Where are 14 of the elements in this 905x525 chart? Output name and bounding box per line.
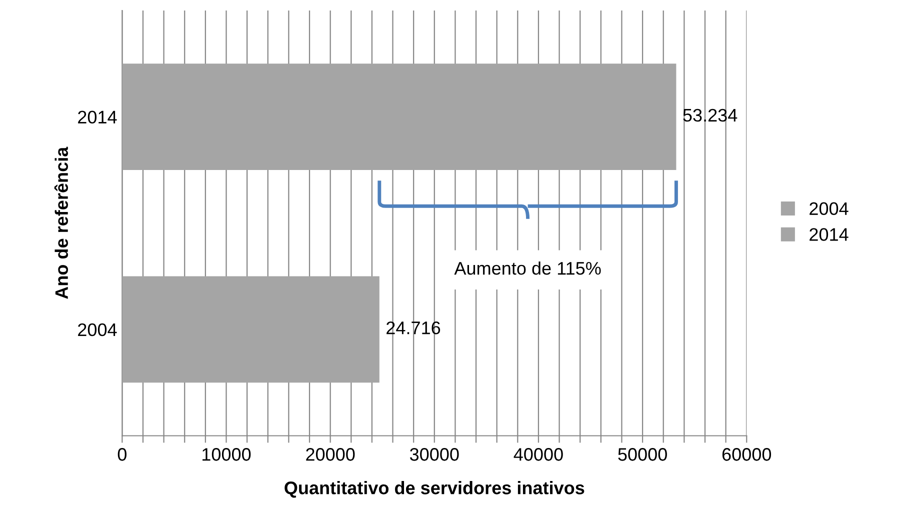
x-tick-label: 20000 xyxy=(306,448,355,461)
x-tick-label: 40000 xyxy=(514,448,563,461)
x-tick-label: 10000 xyxy=(202,448,251,461)
x-tick-label: 0 xyxy=(118,448,126,461)
x-axis-title: Quantitativo de servidores inativos xyxy=(284,481,584,498)
data-label: 53.234 xyxy=(683,108,738,122)
x-tick-label: 60000 xyxy=(722,448,772,461)
legend-label: 2004 xyxy=(810,202,848,216)
legend-label: 2014 xyxy=(810,228,848,241)
annotation: Aumento de 115% xyxy=(454,261,601,275)
data-label: 24.716 xyxy=(386,322,440,334)
y-axis-title: Ano de referência xyxy=(54,146,68,299)
x-tick-label: 50000 xyxy=(618,448,667,461)
x-tick-label: 30000 xyxy=(410,448,459,461)
